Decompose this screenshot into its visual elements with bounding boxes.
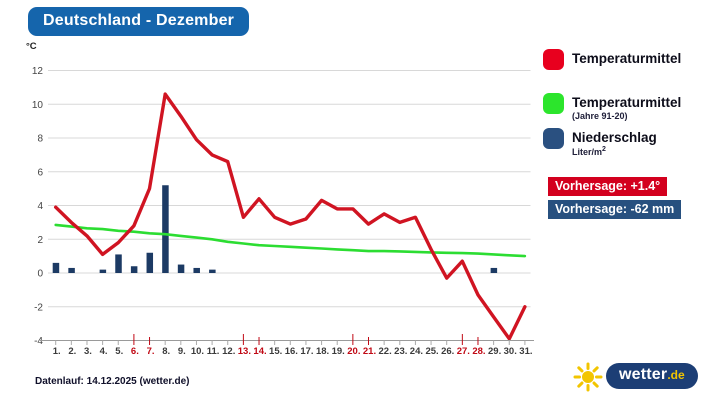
logo-tld: .de — [667, 368, 685, 382]
precipitation-bar — [146, 252, 154, 273]
precipitation-bar — [68, 267, 75, 273]
legend-item-precipitation: Niederschlag Liter/m2 — [543, 127, 713, 167]
precipitation-bar — [115, 254, 122, 273]
precipitation-bar — [162, 185, 169, 273]
y-tick-label: 4 — [37, 201, 43, 212]
x-tick-label: 26. — [441, 346, 454, 357]
y-tick-label: 2 — [37, 235, 43, 246]
x-tick-label: 24. — [410, 346, 423, 357]
x-tick-label: 12. — [222, 346, 235, 357]
x-tick-label: 15. — [269, 346, 282, 357]
x-tick-label: 1. — [53, 346, 61, 357]
x-tick-label: 5. — [115, 346, 123, 357]
x-tick-label: 27. — [457, 346, 470, 357]
x-tick-label: 18. — [316, 346, 329, 357]
x-tick-label: 13. — [238, 346, 251, 357]
x-tick-label: 3. — [84, 346, 92, 357]
x-tick-label: 2. — [68, 346, 76, 357]
y-tick-label: 6 — [37, 167, 43, 178]
x-tick-label: 6. — [131, 346, 139, 357]
y-tick-label: -4 — [34, 336, 43, 347]
legend-label: Temperaturmittel — [572, 95, 682, 110]
y-axis-unit: °C — [26, 41, 37, 52]
precipitation-swatch — [543, 128, 564, 149]
legend-sublabel: Liter/m2 — [572, 146, 606, 157]
legend-label: Niederschlag — [572, 130, 657, 145]
x-tick-label: 14. — [253, 346, 266, 357]
data-run-label: Datenlauf: 14.12.2025 (wetter.de) — [35, 376, 190, 387]
x-tick-label: 9. — [178, 346, 186, 357]
legend-label: Temperaturmittel — [572, 51, 682, 66]
temperature-line — [54, 92, 527, 341]
precipitation-bar — [193, 267, 200, 273]
x-tick-label: 25. — [425, 346, 438, 357]
x-tick-label: 11. — [207, 346, 220, 357]
forecast-precipitation-badge: Vorhersage: -62 mm — [548, 200, 682, 219]
climate-mean-line — [54, 223, 527, 258]
precipitation-bar — [130, 266, 138, 273]
page-title: Deutschland - Dezember — [28, 7, 250, 36]
temperature-swatch — [543, 49, 564, 70]
precipitation-bar — [209, 269, 216, 273]
y-tick-label: -2 — [34, 302, 43, 313]
x-tick-label: 19. — [332, 346, 345, 357]
y-tick-label: 8 — [37, 134, 43, 145]
x-tick-label: 22. — [379, 346, 392, 357]
x-tick-label: 31. — [519, 346, 532, 357]
x-tick-label: 21. — [363, 346, 376, 357]
x-tick-label: 4. — [100, 346, 108, 357]
x-tick-label: 23. — [394, 346, 407, 357]
logo-pill: wetter.de — [606, 363, 698, 389]
precipitation-bar — [177, 264, 185, 273]
x-tick-label: 16. — [285, 346, 298, 357]
logo-word: wetter — [619, 366, 668, 383]
y-tick-label: 10 — [32, 100, 44, 111]
precipitation-bar — [52, 262, 60, 273]
sun-icon — [573, 362, 603, 392]
wetter-de-logo: wetter.de — [572, 360, 704, 394]
precipitation-bar — [99, 269, 107, 273]
x-tick-label: 28. — [472, 346, 485, 357]
x-tick-label: 29. — [488, 346, 501, 357]
y-tick-label: 0 — [37, 269, 43, 280]
precipitation-bar — [490, 267, 498, 273]
legend-item-climate: Temperaturmittel (Jahre 91-20) — [543, 92, 713, 132]
legend-item-temperature: Temperaturmittel — [543, 48, 713, 88]
y-tick-label: 12 — [32, 66, 44, 77]
x-tick-label: 17. — [300, 346, 313, 357]
x-tick-label: 7. — [147, 346, 155, 357]
x-tick-label: 8. — [162, 346, 170, 357]
forecast-temperature-badge: Vorhersage: +1.4° — [548, 177, 668, 196]
x-tick-label: 30. — [504, 346, 517, 357]
legend-sublabel: (Jahre 91-20) — [572, 111, 628, 121]
x-tick-label: 10. — [191, 346, 204, 357]
climate-swatch — [543, 93, 564, 114]
x-tick-label: 20. — [347, 346, 360, 357]
